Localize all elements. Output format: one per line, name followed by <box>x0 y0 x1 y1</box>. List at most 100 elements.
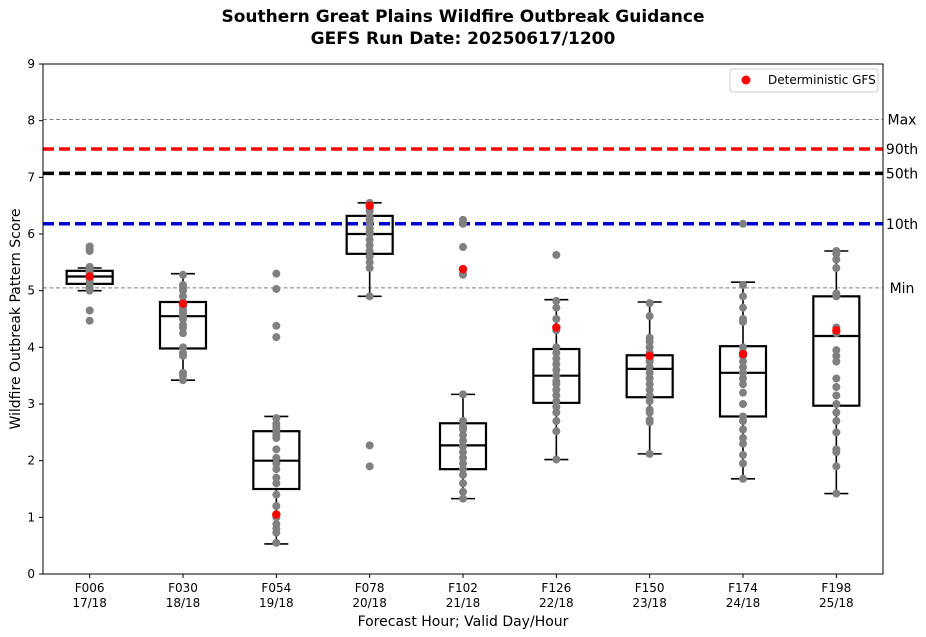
ensemble-member-point <box>459 494 467 503</box>
reference-label-50th: 50th <box>886 166 918 182</box>
ensemble-member-point <box>739 303 747 312</box>
ensemble-member-point <box>832 400 841 408</box>
y-tick-label: 8 <box>27 114 35 128</box>
ensemble-member-point <box>552 427 561 436</box>
ensemble-member-point <box>365 241 374 250</box>
ensemble-member-point <box>272 419 281 428</box>
ensemble-member-point <box>459 448 467 457</box>
ensemble-member-point <box>459 431 467 440</box>
x-tick-hour: F006 <box>75 581 105 595</box>
ensemble-member-point <box>459 459 467 468</box>
ensemble-member-point <box>552 296 561 305</box>
ensemble-member-point <box>645 374 654 383</box>
ensemble-member-point <box>365 441 374 450</box>
ensemble-member-point <box>552 315 561 323</box>
ensemble-member-point <box>365 264 374 272</box>
ensemble-member-point <box>832 445 841 454</box>
ensemble-member-point <box>832 391 841 400</box>
ensemble-member-point <box>272 269 281 278</box>
ensemble-member-point <box>552 391 561 400</box>
ensemble-member-point <box>365 247 374 255</box>
ensemble-member-point <box>272 453 281 462</box>
ensemble-member-point <box>832 374 841 383</box>
deterministic-gfs-point <box>178 299 188 308</box>
x-tick-hour: F078 <box>355 581 385 595</box>
x-tick-hour: F030 <box>168 581 198 595</box>
ensemble-member-point <box>272 473 281 482</box>
legend-frame <box>729 68 879 93</box>
ensemble-member-point <box>85 242 94 251</box>
ensemble-member-point <box>832 408 841 417</box>
ensemble-member-point <box>739 315 747 323</box>
x-tick-hour: F198 <box>821 581 851 595</box>
ensemble-member-point <box>459 436 467 445</box>
ensemble-member-point <box>272 520 281 529</box>
axes-frame <box>42 63 884 575</box>
ensemble-member-point <box>365 235 374 244</box>
ensemble-member-point <box>365 258 374 267</box>
ensemble-member-point <box>552 385 561 394</box>
ensemble-member-point <box>179 329 187 338</box>
ensemble-member-point <box>552 455 561 464</box>
ensemble-member-point <box>645 312 654 321</box>
deterministic-gfs-point <box>738 349 748 359</box>
ensemble-member-point <box>552 349 561 357</box>
y-tick-label: 1 <box>27 510 35 524</box>
ensemble-member-point <box>552 303 561 312</box>
ensemble-member-point <box>832 289 841 298</box>
ensemble-member-point <box>365 252 374 261</box>
ensemble-member-point <box>459 417 467 425</box>
ensemble-member-point <box>832 351 841 360</box>
ensemble-member-point <box>739 412 747 421</box>
deterministic-gfs-point <box>272 510 281 519</box>
ensemble-member-point <box>459 442 467 451</box>
ensemble-member-point <box>739 459 747 468</box>
ensemble-member-point <box>739 343 747 352</box>
x-tick-valid: 20/18 <box>352 596 387 610</box>
ensemble-member-point <box>552 417 561 425</box>
ensemble-member-point <box>739 439 747 448</box>
deterministic-gfs-point <box>645 351 654 361</box>
x-tick-valid: 22/18 <box>539 596 574 610</box>
ensemble-member-point <box>832 247 841 255</box>
ensemble-member-point <box>459 215 467 224</box>
ensemble-member-point <box>739 474 747 483</box>
x-tick-valid: 19/18 <box>259 596 294 610</box>
ensemble-member-point <box>645 449 654 458</box>
chart-subtitle: GEFS Run Date: 20250617/1200 <box>311 29 616 49</box>
deterministic-gfs-point <box>458 264 468 274</box>
ensemble-member-point <box>179 270 187 279</box>
ensemble-member-point <box>85 316 94 325</box>
ensemble-member-point <box>552 366 561 374</box>
ensemble-member-point <box>459 453 467 462</box>
ensemble-member-point <box>739 363 747 372</box>
legend-deterministic-marker <box>741 75 751 85</box>
ensemble-member-point <box>85 306 94 315</box>
ensemble-member-point <box>459 465 467 474</box>
ensemble-member-point <box>645 397 654 406</box>
ensemble-member-point <box>179 281 187 289</box>
ensemble-member-point <box>459 470 467 479</box>
y-tick-label: 3 <box>27 397 35 411</box>
ensemble-member-point <box>179 368 187 377</box>
y-tick-label: 6 <box>27 227 35 241</box>
ensemble-member-point <box>645 405 654 414</box>
ensemble-member-point <box>832 255 841 264</box>
y-tick-label: 7 <box>27 170 35 184</box>
ensemble-member-point <box>272 321 281 330</box>
ensemble-member-point <box>832 428 841 437</box>
x-tick-valid: 18/18 <box>166 596 201 610</box>
x-tick-hour: F054 <box>261 581 291 595</box>
ensemble-member-point <box>645 343 654 352</box>
ensemble-member-point <box>739 374 747 383</box>
x-tick-valid: 25/18 <box>819 596 854 610</box>
ensemble-member-point <box>832 489 841 498</box>
ensemble-member-point <box>739 219 747 228</box>
ensemble-member-point <box>459 479 467 488</box>
x-tick-valid: 23/18 <box>632 596 667 610</box>
ensemble-member-point <box>459 487 467 496</box>
ensemble-member-point <box>365 224 374 233</box>
x-tick-valid: 24/18 <box>726 596 761 610</box>
